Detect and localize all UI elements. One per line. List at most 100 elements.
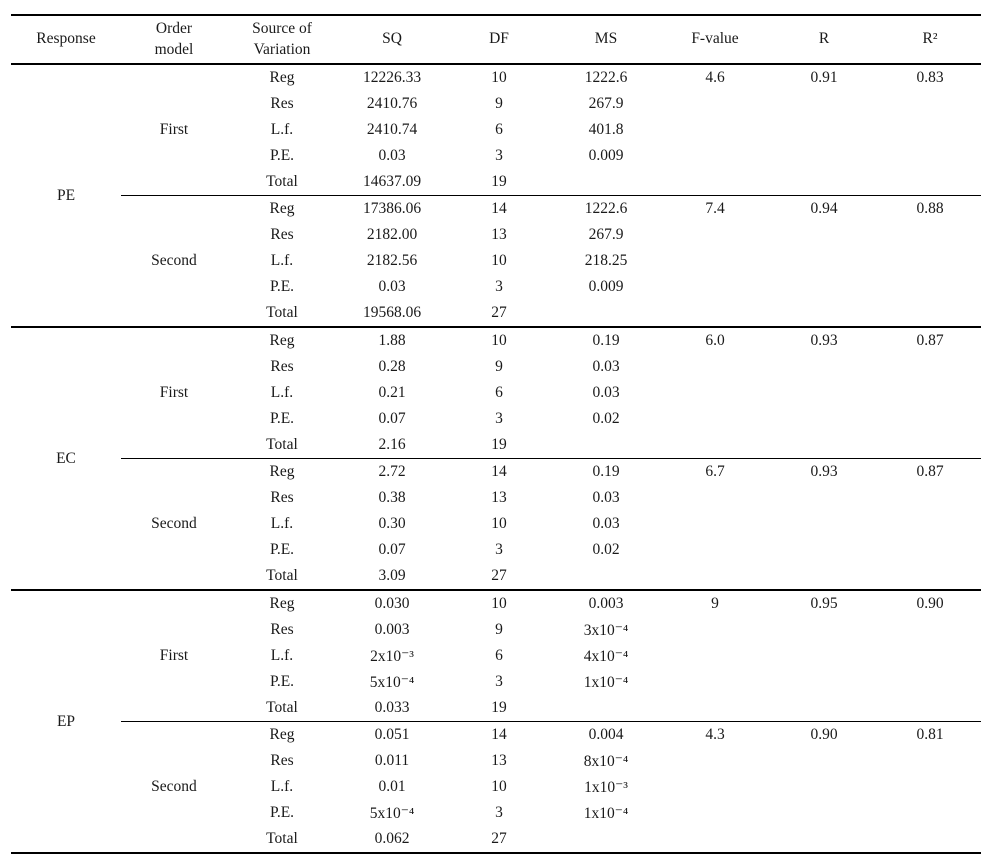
table-row: P.E. 0.07 3 0.02 (11, 406, 981, 432)
sq-cell: 0.03 (378, 147, 406, 164)
col-header-ms-label: MS (594, 30, 618, 48)
table-row: L.f. 2x10⁻³ 6 4x10⁻⁴ (11, 643, 981, 669)
r-cell (769, 800, 879, 826)
table-row: L.f. 2410.74 6 401.8 (11, 117, 981, 143)
r2-cell (879, 748, 981, 774)
col-header-source-of-variation: Source of Variation (227, 15, 337, 65)
sq-cell: 17386.06 (362, 200, 422, 217)
ms-cell: 0.03 (592, 384, 620, 401)
ms-cell (551, 432, 661, 459)
order-cell: Second (121, 458, 227, 591)
r2-cell (879, 406, 981, 432)
group-ep: EP First Reg 0.030 10 0.003 9 0.95 0.90 … (11, 590, 981, 854)
col-header-df-label: DF (489, 30, 509, 48)
r-cell (769, 537, 879, 563)
r2-cell (879, 169, 981, 196)
table-row: L.f. 0.21 6 0.03 (11, 380, 981, 406)
ms-cell: 4x10⁻⁴ (583, 647, 629, 665)
df-cell: 10 (491, 252, 507, 269)
df-cell: 3 (495, 541, 503, 558)
f-value-cell: 4.3 (705, 726, 725, 743)
df-cell: 9 (495, 621, 503, 638)
df-cell: 10 (491, 332, 507, 349)
f-value-cell (661, 380, 769, 406)
table-row: Res 0.003 9 3x10⁻⁴ (11, 617, 981, 643)
r2-cell (879, 300, 981, 328)
source-cell: L.f. (270, 121, 294, 138)
table-row: L.f. 2182.56 10 218.25 (11, 248, 981, 274)
r2-cell: 0.90 (916, 595, 944, 612)
r2-cell (879, 380, 981, 406)
table-row: Total 3.09 27 (11, 563, 981, 591)
sq-cell: 0.30 (378, 515, 406, 532)
df-cell: 14 (491, 726, 507, 743)
anova-table: Response Order model Source of Variation… (11, 14, 981, 854)
response-cell: EC (11, 327, 121, 591)
source-cell: P.E. (269, 410, 295, 427)
order-cell: Second (121, 195, 227, 328)
r2-cell (879, 432, 981, 459)
source-cell: P.E. (269, 147, 295, 164)
df-cell: 3 (495, 804, 503, 821)
sq-cell: 2410.76 (366, 95, 418, 112)
source-cell: P.E. (269, 804, 295, 821)
df-cell: 9 (495, 358, 503, 375)
ms-cell: 267.9 (588, 95, 624, 112)
df-cell: 14 (491, 200, 507, 217)
sq-cell: 14637.09 (337, 169, 447, 196)
f-value-cell (661, 248, 769, 274)
table-row: Second Reg 2.72 14 0.19 6.7 0.93 0.87 (11, 458, 981, 591)
col-header-ms: MS (551, 15, 661, 65)
f-value-cell (661, 643, 769, 669)
table-row: P.E. 0.03 3 0.009 (11, 143, 981, 169)
col-header-f-value-label: F-value (691, 30, 739, 48)
f-value-cell (661, 669, 769, 695)
df-cell: 19 (447, 169, 551, 196)
f-value-cell (661, 826, 769, 854)
table-row: Total 19568.06 27 (11, 300, 981, 328)
f-value-cell (661, 274, 769, 300)
source-cell: Res (270, 226, 294, 243)
f-value-cell (661, 300, 769, 328)
source-cell: Total (227, 826, 337, 854)
sq-cell: 0.07 (378, 541, 406, 558)
df-cell: 14 (491, 463, 507, 480)
df-cell: 13 (491, 226, 507, 243)
table-row: P.E. 5x10⁻⁴ 3 1x10⁻⁴ (11, 800, 981, 826)
source-cell: L.f. (270, 515, 294, 532)
col-header-sq-label: SQ (382, 30, 402, 48)
ms-cell: 401.8 (588, 121, 624, 138)
r-cell (769, 511, 879, 537)
ms-cell: 0.02 (592, 541, 620, 558)
r2-cell (879, 485, 981, 511)
source-cell: Res (270, 621, 294, 638)
r2-cell (879, 537, 981, 563)
ms-cell: 0.03 (592, 489, 620, 506)
ms-cell: 0.003 (588, 595, 624, 612)
sq-cell: 2x10⁻³ (370, 647, 414, 665)
r2-cell (879, 274, 981, 300)
r-cell (769, 695, 879, 722)
ms-cell: 0.02 (592, 410, 620, 427)
source-cell: Reg (269, 463, 295, 480)
r-cell (769, 300, 879, 328)
ms-cell: 1x10⁻⁴ (583, 804, 629, 822)
r-cell (769, 617, 879, 643)
response-cell: PE (11, 64, 121, 328)
table-row: L.f. 0.01 10 1x10⁻³ (11, 774, 981, 800)
f-value-cell (661, 117, 769, 143)
source-cell: P.E. (269, 673, 295, 690)
f-value-cell: 6.7 (705, 463, 725, 480)
f-value-cell (661, 774, 769, 800)
f-value-cell (661, 800, 769, 826)
df-cell: 3 (495, 147, 503, 164)
sq-cell: 0.011 (374, 752, 410, 769)
r2-cell: 0.81 (916, 726, 944, 743)
source-cell: P.E. (269, 541, 295, 558)
table-row: Res 0.28 9 0.03 (11, 354, 981, 380)
table-row: P.E. 0.07 3 0.02 (11, 537, 981, 563)
f-value-cell: 7.4 (705, 200, 725, 217)
table-row: Res 0.011 13 8x10⁻⁴ (11, 748, 981, 774)
r-cell: 0.91 (810, 69, 838, 86)
f-value-cell (661, 511, 769, 537)
